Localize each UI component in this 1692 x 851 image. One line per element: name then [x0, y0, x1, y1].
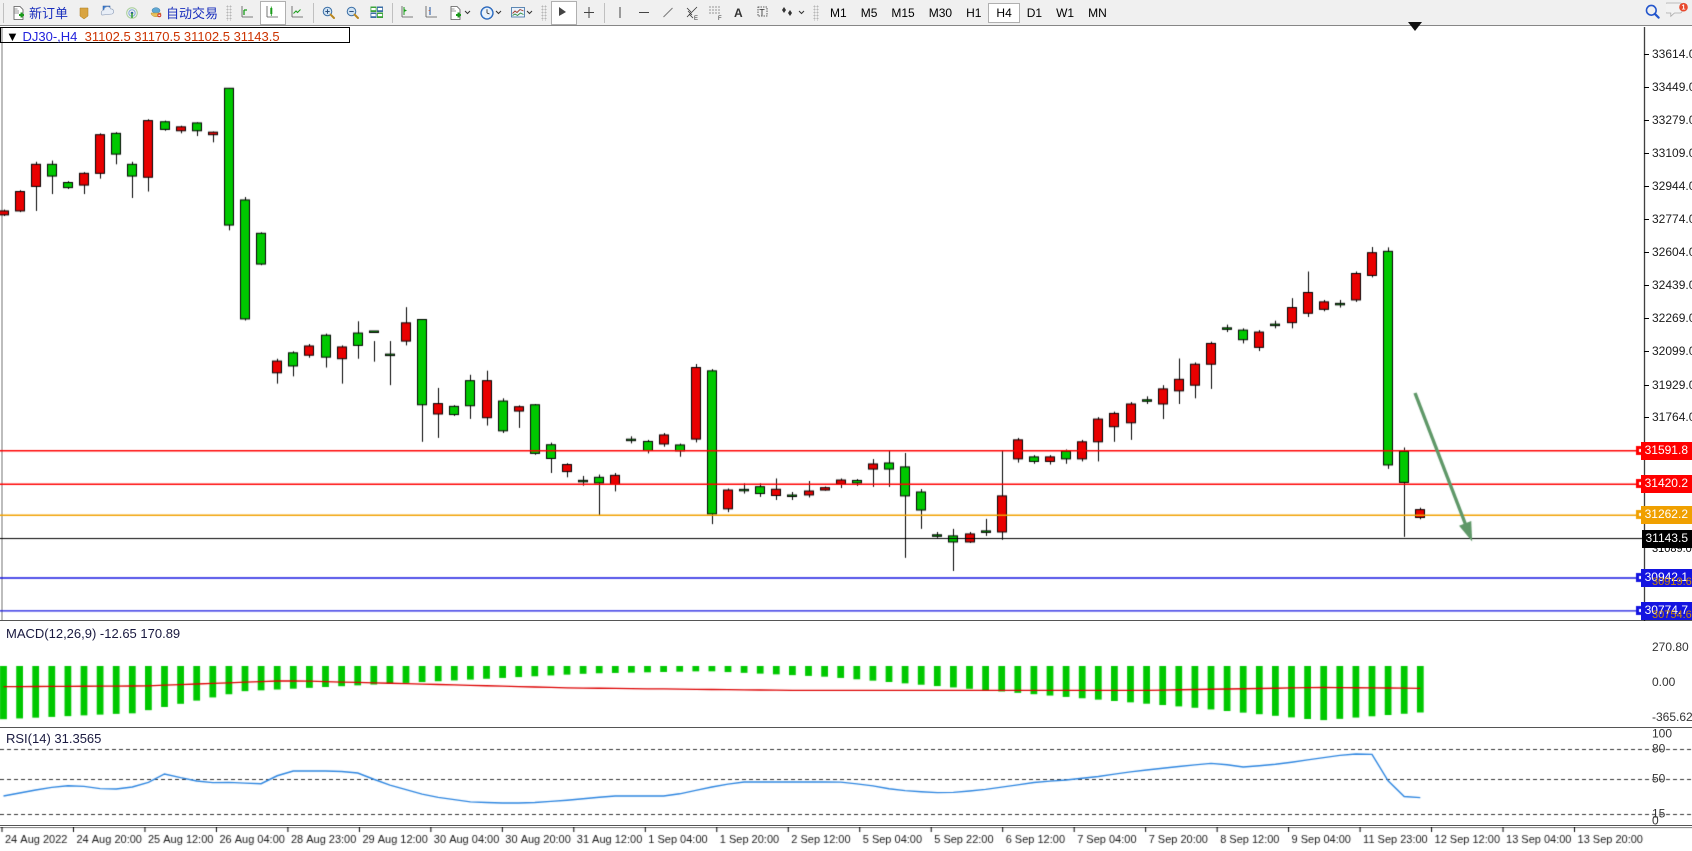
svg-text:1: 1: [1682, 5, 1686, 12]
svg-text:E: E: [694, 16, 698, 21]
svg-text:T: T: [759, 7, 765, 17]
svg-text:A: A: [734, 6, 743, 20]
svg-text:F: F: [718, 16, 722, 21]
